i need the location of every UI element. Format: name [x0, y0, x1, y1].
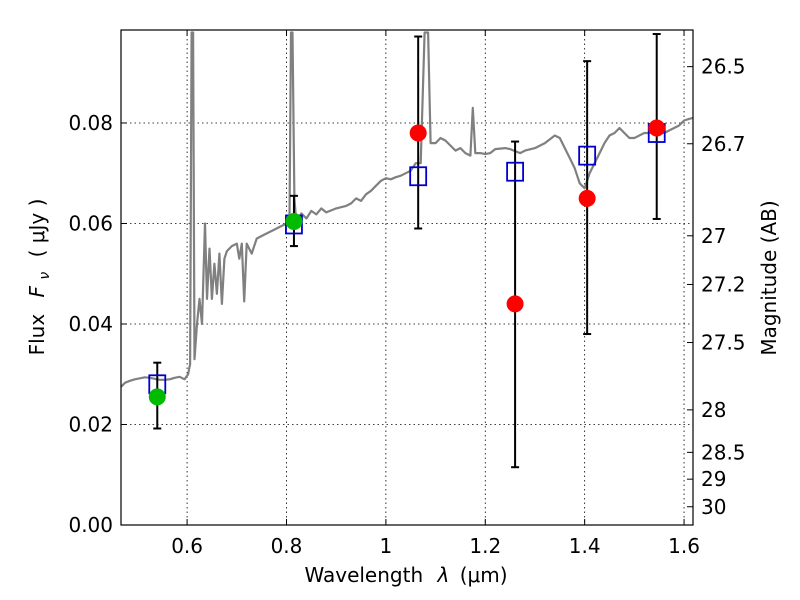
y-tick-label: 0.06	[68, 211, 113, 235]
x-tick-label: 0.8	[271, 534, 303, 558]
grid-lines	[121, 30, 693, 526]
y2-tick-label: 28	[701, 398, 726, 422]
x-axis-label-symbol: λ	[437, 563, 450, 587]
y2-tick-label: 30	[701, 495, 726, 519]
observed-point-marker	[578, 189, 596, 207]
y-axis-label-unit: ( μJy )	[25, 199, 49, 258]
y-axis-label-symbol: F	[25, 285, 49, 297]
model-photometry-square	[409, 166, 428, 187]
y-axis-label-text: Flux	[25, 314, 49, 356]
x-tick-label: 1	[380, 534, 393, 558]
axis-ticks: 0.6 0.8 1 1.2 1.4 1.6 0.00 0.02 0.04 0.06 0.08 26.5…	[68, 30, 746, 558]
y2-tick-label: 29	[701, 467, 726, 491]
y-axis-label: Flux F ν ( μJy )	[25, 199, 54, 356]
y2-axis-label: Magnitude (AB)	[757, 200, 781, 355]
y-axis-label-subscript: ν	[37, 272, 53, 280]
data-markers	[148, 33, 666, 469]
y2-tick-label: 26.5	[701, 55, 746, 79]
x-axis-label-text: Wavelength	[304, 563, 423, 587]
observed-point-marker	[409, 124, 427, 142]
observed-point-marker	[506, 295, 524, 313]
model-spectrum-line	[121, 31, 693, 388]
detected-point-marker	[148, 388, 166, 406]
x-axis-label-unit: (μm)	[460, 563, 508, 587]
y2-tick-label: 27	[701, 224, 726, 248]
data-series	[121, 31, 693, 388]
observed-point-marker	[648, 119, 666, 137]
y-tick-label: 0.08	[68, 111, 113, 135]
y2-tick-label: 26.7	[701, 132, 746, 156]
y-tick-label: 0.00	[68, 513, 113, 537]
x-tick-label: 1.6	[668, 534, 700, 558]
x-tick-label: 1.4	[569, 534, 601, 558]
model-photometry-square	[506, 161, 524, 182]
x-axis-label: Wavelength λ (μm)	[304, 563, 507, 587]
model-photometry-square	[578, 145, 597, 166]
detected-point-marker	[285, 212, 303, 230]
y-tick-label: 0.04	[68, 312, 113, 336]
y2-tick-label: 28.5	[701, 440, 746, 464]
y2-tick-label: 27.2	[701, 272, 746, 296]
x-tick-label: 1.2	[469, 534, 501, 558]
x-tick-label: 0.6	[171, 534, 203, 558]
plot-frame	[120, 29, 694, 526]
y-tick-label: 0.02	[68, 412, 113, 436]
y2-tick-label: 27.5	[701, 331, 746, 355]
